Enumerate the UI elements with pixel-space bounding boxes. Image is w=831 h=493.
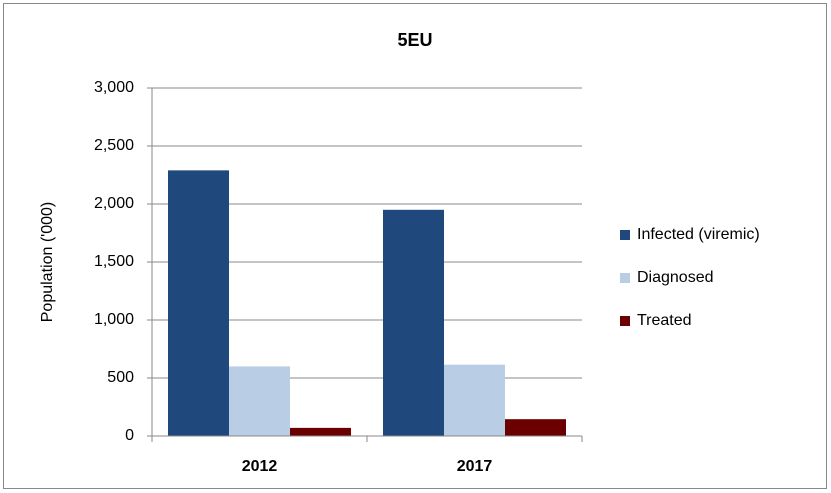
y-tick-label: 3,000: [94, 79, 134, 96]
y-tick-label: 0: [125, 427, 134, 444]
bar: [168, 170, 229, 437]
legend-swatch: [620, 230, 630, 240]
y-axis-label: Population ('000): [39, 202, 56, 322]
y-tick-label: 1,000: [94, 311, 134, 328]
legend-label: Infected (viremic): [637, 226, 760, 243]
legend-swatch: [620, 273, 630, 283]
legend-label: Diagnosed: [637, 269, 714, 286]
y-tick-label: 1,500: [94, 253, 134, 270]
bar: [383, 209, 444, 436]
x-tick-label: 2017: [457, 458, 493, 475]
bar: [444, 364, 505, 436]
legend-label: Treated: [637, 312, 692, 329]
legend-swatch: [620, 316, 630, 326]
bar: [505, 419, 566, 436]
bar: [290, 427, 351, 436]
y-tick-label: 500: [107, 369, 134, 386]
y-tick-label: 2,500: [94, 137, 134, 154]
x-tick-label: 2012: [242, 458, 278, 475]
bar: [229, 366, 290, 436]
y-tick-label: 2,000: [94, 195, 134, 212]
chart-title: 5EU: [397, 30, 432, 50]
